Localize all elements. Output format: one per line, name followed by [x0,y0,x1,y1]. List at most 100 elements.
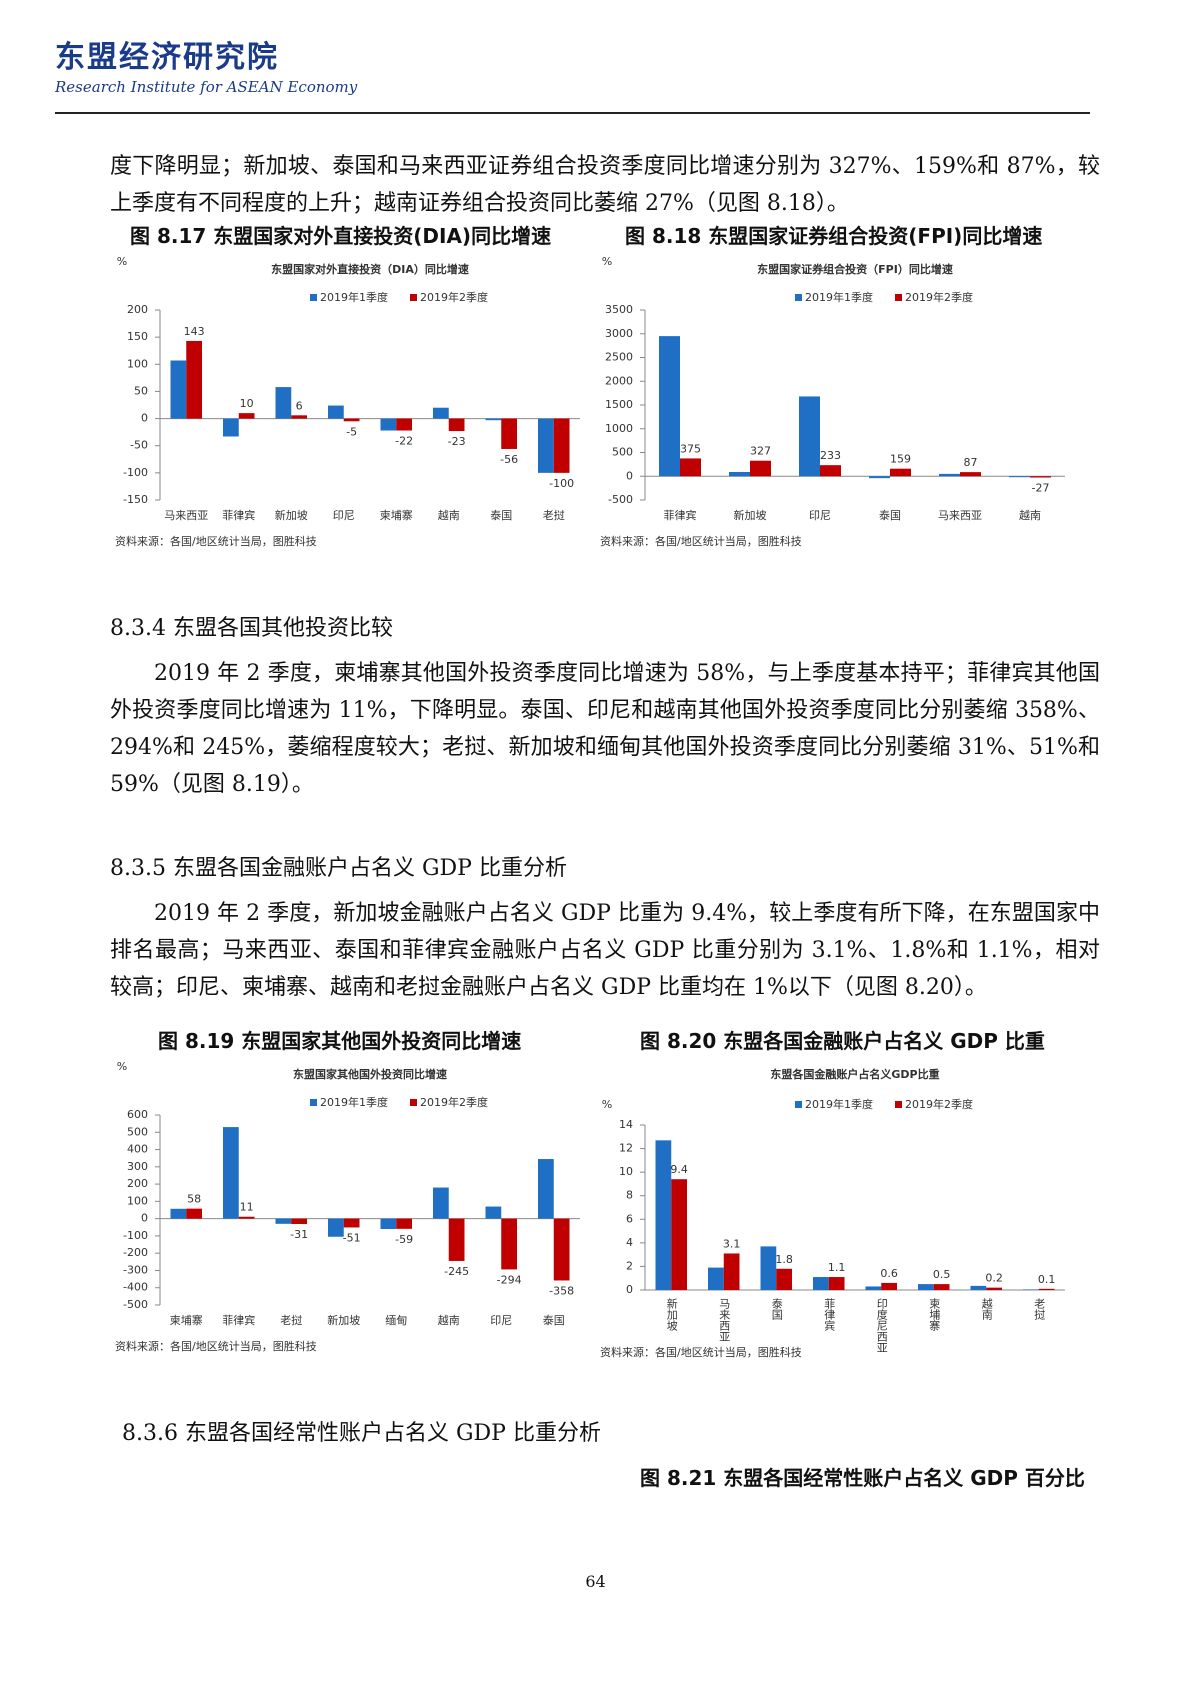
y-tick-label: 2500 [605,351,633,364]
data-label: 10 [240,397,254,410]
figure-caption: 图 8.20 东盟各国金融账户占名义 GDP 比重 [640,1029,1045,1053]
bar [448,418,465,432]
y-tick-label: 0 [141,412,148,425]
bar [680,458,701,477]
y-tick-label: 500 [127,1125,148,1138]
y-unit: % [602,1098,612,1111]
chart-title: 东盟国家证券组合投资（FPI）同比增速 [757,262,953,276]
bar [538,1159,554,1219]
figure-caption: 图 8.18 东盟国家证券组合投资(FPI)同比增速 [625,224,1043,248]
bar [380,418,397,431]
y-tick-label: 100 [127,357,148,370]
legend-label: 2019年1季度 [805,1097,873,1111]
bar [776,1268,792,1290]
bar [760,1246,777,1290]
chart: 东盟国家证券组合投资（FPI）同比增速% -500 0 500 1000 1500 2000… [600,255,1065,548]
y-tick-label: 3500 [605,303,633,316]
bar [291,1218,307,1224]
legend-label: 2019年2季度 [905,1097,973,1111]
y-tick-label: 2 [626,1259,633,1272]
x-tick-label: 柬埔寨 [170,1313,203,1327]
x-tick-label: 柬埔寨 [928,1298,941,1331]
data-label: 1.8 [775,1253,793,1266]
header-subtitle: Research Institute for ASEAN Economy [55,78,358,96]
section-heading: 8.3.4 东盟各国其他投资比较 [110,616,393,641]
x-tick-label: 老挝 [1033,1298,1046,1320]
x-tick-label: 缅甸 [385,1313,407,1327]
bar [343,1218,360,1228]
legend-swatch [410,1099,417,1106]
data-label: 233 [820,449,841,462]
bar [553,1218,570,1281]
y-tick-label: 0 [141,1212,148,1225]
y-tick-label: 300 [127,1160,148,1173]
chart-title: 东盟各国金融账户占名义GDP比重 [770,1067,939,1081]
bar [750,460,771,477]
y-tick-label: 400 [127,1143,148,1156]
x-tick-label: 印度尼西亚 [875,1298,888,1353]
source-note: 资料来源：各国/地区统计当局，图胜科技 [600,534,802,548]
chart-title: 东盟国家对外直接投资（DIA）同比增速 [271,262,469,276]
x-tick-label: 新加坡 [734,508,767,522]
legend-swatch [310,294,317,301]
y-tick-label: 10 [619,1165,633,1178]
data-label: 159 [890,453,911,466]
legend-swatch [795,294,802,301]
y-tick-label: -200 [123,1246,148,1259]
x-tick-label: 马来西亚 [938,509,982,522]
bar [918,1284,934,1290]
x-tick-label: 泰国 [770,1297,783,1321]
figure-caption: 图 8.19 东盟国家其他国外投资同比增速 [158,1029,522,1053]
y-tick-label: 150 [127,330,148,343]
bar [501,418,517,449]
data-label: 1.1 [828,1261,846,1274]
data-label: -23 [448,435,466,448]
x-tick-label: 菲律宾 [664,508,697,522]
page-number: 64 [585,1572,606,1591]
y-tick-label: 500 [612,446,633,459]
y-tick-label: -100 [123,1229,148,1242]
legend-swatch [410,294,417,301]
bar [1009,476,1030,478]
bar [1030,476,1051,478]
bar [939,473,960,477]
x-tick-label: 马来西亚 [164,509,208,522]
x-tick-label: 泰国 [879,508,901,522]
data-label: -5 [346,425,357,438]
legend-swatch [310,1099,317,1106]
section-heading: 8.3.6 东盟各国经常性账户占名义 GDP 比重分析 [122,1421,601,1446]
data-label: -31 [290,1228,308,1241]
data-label: 3.1 [723,1237,741,1250]
data-label: 11 [240,1201,254,1214]
x-tick-label: 柬埔寨 [380,508,413,522]
bar [799,396,820,477]
y-tick-label: 1500 [605,398,633,411]
y-tick-label: -500 [608,493,633,506]
y-tick-label: 1000 [605,422,633,435]
source-note: 资料来源：各国/地区统计当局，图胜科技 [115,1339,317,1353]
source-note: 资料来源：各国/地区统计当局，图胜科技 [115,534,317,548]
data-label: -22 [395,435,413,448]
bar [890,468,911,477]
bar [186,340,202,419]
bar [671,1179,687,1290]
x-tick-label: 越南 [438,508,460,522]
x-tick-label: 老挝 [543,508,565,522]
legend-swatch [895,294,902,301]
section-heading: 8.3.5 东盟各国金融账户占名义 GDP 比重分析 [110,856,567,881]
bar [238,413,255,419]
bar [275,1218,292,1224]
y-tick-label: 8 [626,1189,633,1202]
y-tick-label: 12 [619,1142,633,1155]
legend-swatch [895,1101,902,1108]
x-tick-label: 越南 [1019,508,1041,522]
bar [485,418,502,421]
bar [170,360,187,419]
figure-caption: 图 8.17 东盟国家对外直接投资(DIA)同比增速 [130,224,552,248]
data-label: 0.1 [1038,1273,1056,1286]
y-tick-label: 0 [626,469,633,482]
bar [828,1277,845,1290]
bar [881,1282,897,1290]
x-tick-label: 泰国 [490,508,512,522]
